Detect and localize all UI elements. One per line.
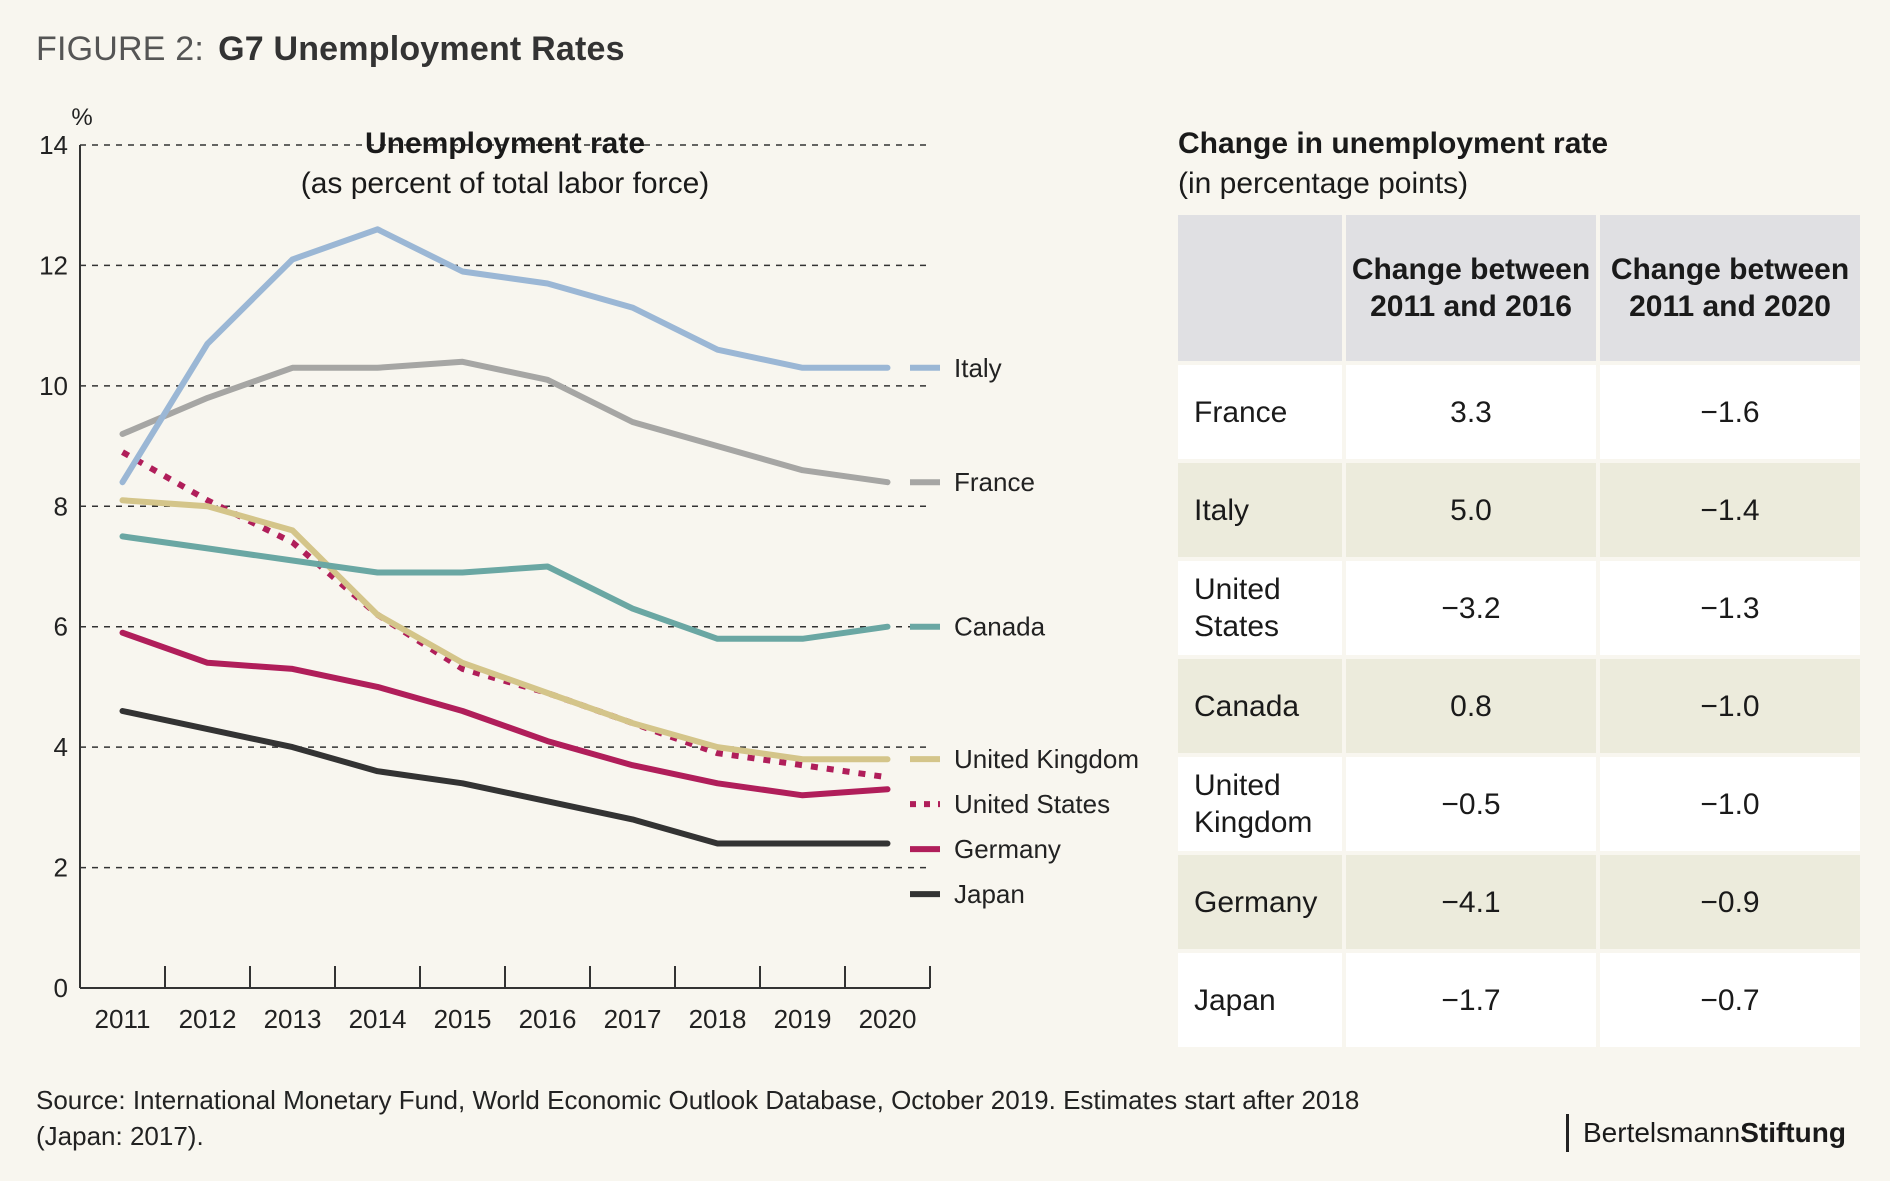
change-2020-cell: −0.7 [1600, 953, 1860, 1047]
table-row: Italy 5.0 −1.4 [1178, 463, 1860, 557]
series-line-germany [119, 629, 891, 799]
x-tick-label: 2011 [95, 1004, 151, 1034]
table-title-block: Change in unemployment rate (in percenta… [1178, 124, 1608, 204]
change-table: Change between 2011 and 2016 Change betw… [1174, 211, 1864, 1051]
change-2016-cell: 0.8 [1346, 659, 1596, 753]
table-row: United Kingdom −0.5 −1.0 [1178, 757, 1860, 851]
legend-label-italy: Italy [954, 353, 1002, 383]
series-line-canada [119, 533, 891, 642]
change-2016-cell: −4.1 [1346, 855, 1596, 949]
legend-label-france: France [954, 467, 1035, 497]
series-line-japan [119, 708, 891, 847]
x-tick-label: 2020 [859, 1004, 917, 1034]
table-row: France 3.3 −1.6 [1178, 365, 1860, 459]
legend-label-germany: Germany [954, 834, 1061, 864]
figure-prefix: FIGURE 2: [36, 30, 205, 68]
y-tick-label: 6 [54, 612, 68, 642]
country-cell: United Kingdom [1178, 757, 1342, 851]
chart-title-block: Unemployment rate (as percent of total l… [240, 124, 770, 204]
legend-label-japan: Japan [954, 879, 1025, 909]
series-line-france [119, 358, 891, 486]
change-2020-cell: −1.6 [1600, 365, 1860, 459]
brand-part1: Bertelsmann [1583, 1117, 1741, 1148]
figure-main-title: G7 Unemployment Rates [218, 30, 625, 68]
x-tick-label: 2017 [604, 1004, 662, 1034]
table-title: Change in unemployment rate [1178, 127, 1609, 160]
source-note: Source: International Monetary Fund, Wor… [36, 1085, 1360, 1151]
country-cell: Germany [1178, 855, 1342, 949]
y-tick-label: 14 [39, 130, 68, 160]
table-row: Canada 0.8 −1.0 [1178, 659, 1860, 753]
figure-title: FIGURE 2: G7 Unemployment Rates [36, 30, 625, 69]
x-tick-label: 2016 [519, 1004, 577, 1034]
change-2016-cell: −1.7 [1346, 953, 1596, 1047]
legend-label-canada: Canada [954, 612, 1046, 642]
change-2016-cell: −3.2 [1346, 561, 1596, 655]
x-tick-label: 2012 [179, 1004, 237, 1034]
table-header-row: Change between 2011 and 2016 Change betw… [1178, 215, 1860, 361]
country-cell: France [1178, 365, 1342, 459]
x-tick-label: 2014 [349, 1004, 407, 1034]
y-tick-label: 12 [39, 250, 68, 280]
country-cell: United States [1178, 561, 1342, 655]
table-row: Germany −4.1 −0.9 [1178, 855, 1860, 949]
legend-label-united-states: United States [954, 789, 1110, 819]
country-cell: Canada [1178, 659, 1342, 753]
y-tick-label: 4 [54, 732, 68, 762]
line-chart: 0 2 4 6 8 10 12 14% 2011 2012 2013 2014 2015 2016 2017… [39, 104, 1139, 1034]
y-axis-unit-label: % [71, 104, 92, 131]
brand-part2: Stiftung [1740, 1117, 1846, 1148]
y-tick-label: 2 [54, 853, 68, 883]
brand-logo: BertelsmannStiftung [1566, 1114, 1846, 1152]
chart-subtitle: (as percent of total labor force) [300, 167, 710, 200]
change-2020-cell: −1.0 [1600, 757, 1860, 851]
x-tick-label: 2019 [774, 1004, 832, 1034]
x-tick-label: 2013 [264, 1004, 322, 1034]
change-2016-cell: 3.3 [1346, 365, 1596, 459]
change-2020-cell: −1.4 [1600, 463, 1860, 557]
y-tick-label: 0 [54, 973, 68, 1003]
country-cell: Japan [1178, 953, 1342, 1047]
table-subtitle: (in percentage points) [1178, 167, 1469, 200]
table-row: United States −3.2 −1.3 [1178, 561, 1860, 655]
change-2020-cell: −1.0 [1600, 659, 1860, 753]
x-tick-label: 2018 [689, 1004, 747, 1034]
y-tick-label: 8 [54, 491, 68, 521]
series-line-italy [119, 226, 891, 486]
change-2016-cell: 5.0 [1346, 463, 1596, 557]
table-header-empty [1178, 215, 1342, 361]
table-header-2020: Change between 2011 and 2020 [1600, 215, 1860, 361]
table-row: Japan −1.7 −0.7 [1178, 953, 1860, 1047]
table-header-2016: Change between 2011 and 2016 [1346, 215, 1596, 361]
x-tick-label: 2015 [434, 1004, 492, 1034]
series-line-united-kingdom [119, 497, 891, 763]
y-tick-label: 10 [39, 371, 68, 401]
change-2016-cell: −0.5 [1346, 757, 1596, 851]
chart-title: Unemployment rate [364, 127, 646, 160]
legend-label-united-kingdom: United Kingdom [954, 744, 1139, 774]
change-2020-cell: −0.9 [1600, 855, 1860, 949]
change-2020-cell: −1.3 [1600, 561, 1860, 655]
country-cell: Italy [1178, 463, 1342, 557]
